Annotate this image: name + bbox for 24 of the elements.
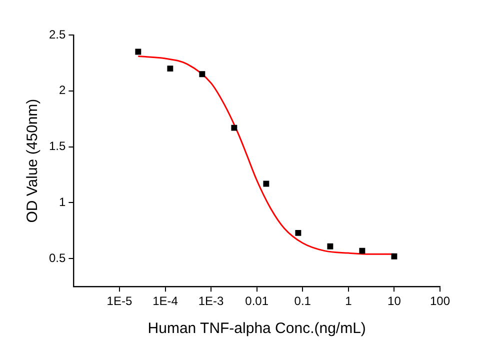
y-axis-title: OD Value (450nm): [24, 98, 42, 223]
x-tick-label: 1E-3: [198, 294, 224, 308]
point: [263, 180, 270, 187]
x-axis-title: Human TNF-alpha Conc.(ng/mL): [148, 320, 366, 338]
x-tick-label: 0.01: [245, 294, 269, 308]
point: [167, 66, 174, 72]
x-tick-label: 1: [345, 294, 352, 308]
point: [199, 71, 206, 78]
y-tick-label: 2: [58, 83, 66, 98]
point: [327, 243, 334, 250]
x-tick-label: 1E-4: [152, 294, 178, 308]
point: [231, 124, 238, 131]
point: [295, 230, 302, 236]
point: [391, 253, 398, 260]
y-tick-label: 2.5: [48, 27, 66, 42]
y-tick-label: 1.5: [48, 139, 66, 154]
x-tick-label: 10: [388, 294, 402, 308]
x-tick-label: 1E-5: [106, 294, 132, 308]
x-tick-label: 100: [430, 294, 450, 308]
point: [135, 48, 142, 55]
point: [359, 248, 366, 254]
x-tick-label: 0.1: [294, 294, 312, 308]
y-tick-label: 0.5: [48, 250, 66, 265]
y-tick-label: 1: [58, 195, 66, 210]
